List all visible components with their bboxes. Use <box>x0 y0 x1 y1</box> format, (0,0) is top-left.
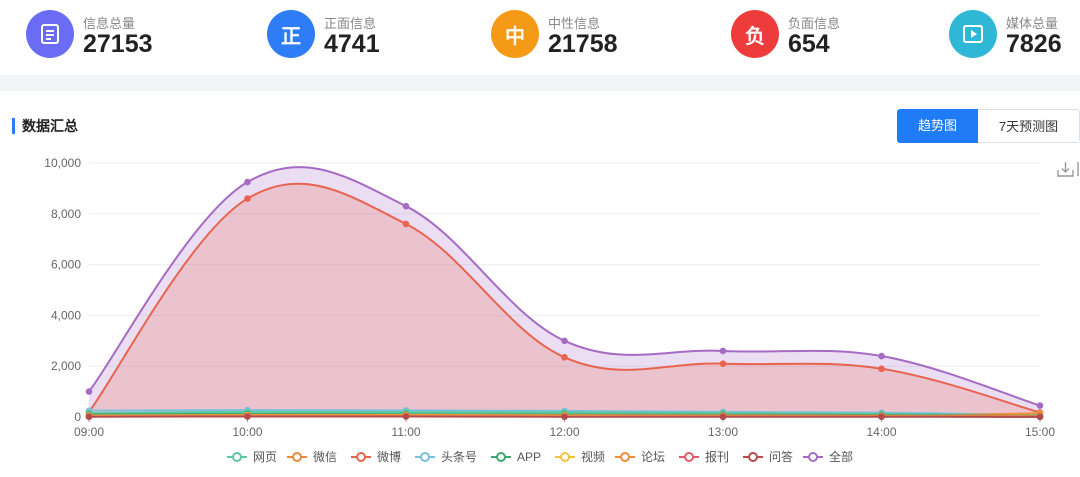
list-doc-icon <box>26 10 74 58</box>
data-point <box>878 365 885 373</box>
data-point <box>878 413 885 421</box>
x-tick-label: 11:00 <box>391 425 420 439</box>
y-tick-label: 4,000 <box>51 308 81 322</box>
legend-marker <box>496 452 506 462</box>
neutral-icon: 中 <box>491 10 539 58</box>
data-point <box>561 354 568 361</box>
tab-trend[interactable]: 趋势图 <box>897 109 978 143</box>
data-point <box>1036 413 1044 421</box>
stat-value: 7826 <box>1006 30 1062 58</box>
legend-marker <box>420 452 430 462</box>
data-point <box>244 413 251 420</box>
legend-label: 微博 <box>377 449 401 464</box>
x-tick-label: 13:00 <box>708 425 738 439</box>
panel-title: 数据汇总 <box>12 118 78 134</box>
section-divider <box>0 75 1080 91</box>
stat-label: 信息总量 <box>83 16 136 31</box>
y-tick-label: 6,000 <box>51 258 81 272</box>
data-point <box>719 347 727 355</box>
legend-marker <box>560 452 570 462</box>
stat-label: 中性信息 <box>548 16 601 31</box>
chart-view-toggle: 趋势图 7天预测图 <box>897 109 1080 143</box>
stat-label: 媒体总量 <box>1006 16 1059 31</box>
x-tick-label: 09:00 <box>74 425 104 439</box>
legend-label: 网页 <box>253 450 277 464</box>
data-point <box>244 195 251 202</box>
legend-label: 视频 <box>581 449 605 464</box>
y-tick-label: 10,000 <box>44 156 81 170</box>
download-icon[interactable] <box>1057 160 1079 183</box>
legend-marker <box>292 452 302 462</box>
data-point <box>719 413 727 421</box>
legend-label: 论坛 <box>641 450 665 464</box>
data-point <box>402 413 410 420</box>
data-point <box>85 413 93 421</box>
data-point <box>561 337 568 345</box>
data-point <box>85 388 93 395</box>
x-tick-label: 10:00 <box>232 425 262 439</box>
stat-value: 27153 <box>83 30 153 58</box>
stat-label: 负面信息 <box>788 16 841 31</box>
data-point <box>244 178 251 186</box>
legend-marker <box>232 452 242 462</box>
legend-label: 报刊 <box>705 449 729 464</box>
legend-marker <box>356 452 366 462</box>
legend-label: 微信 <box>313 450 337 464</box>
data-point <box>719 360 727 367</box>
legend-label: 问答 <box>769 449 793 464</box>
media-play-icon <box>949 10 997 58</box>
data-point <box>878 352 885 360</box>
series-area <box>89 167 1040 417</box>
x-tick-label: 14:00 <box>866 425 896 439</box>
stat-value: 654 <box>788 30 830 58</box>
legend-label: APP <box>517 450 541 464</box>
y-tick-label: 0 <box>74 410 81 424</box>
stat-label: 正面信息 <box>324 16 377 31</box>
legend-label: 头条号 <box>441 450 477 464</box>
stats-bar: 信息总量 27153 正 正面信息 4741 中 中性信息 21758 负 负面… <box>0 0 1080 75</box>
x-tick-label: 12:00 <box>549 425 579 439</box>
trend-chart: 0 2,000 4,000 6,000 8,000 10,000 09:00 10:00 11:… <box>44 156 1055 464</box>
positive-icon: 正 <box>267 10 315 58</box>
series-area <box>89 183 1040 417</box>
y-tick-label: 2,000 <box>51 359 81 373</box>
stat-value: 21758 <box>548 30 618 58</box>
data-point <box>402 220 410 228</box>
y-tick-label: 8,000 <box>51 207 81 221</box>
legend-marker <box>620 452 630 462</box>
data-point <box>561 413 568 421</box>
data-point <box>1036 402 1044 409</box>
legend-marker <box>684 452 694 462</box>
legend-label: 全部 <box>829 449 853 464</box>
stat-value: 4741 <box>324 30 380 58</box>
negative-icon: 负 <box>731 10 779 58</box>
legend-marker <box>808 452 818 462</box>
x-tick-label: 15:00 <box>1025 425 1055 439</box>
tab-forecast[interactable]: 7天预测图 <box>978 109 1080 143</box>
legend-marker <box>748 452 758 462</box>
data-point <box>402 202 410 210</box>
